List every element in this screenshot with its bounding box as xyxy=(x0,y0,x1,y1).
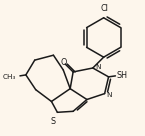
Text: Cl: Cl xyxy=(101,4,109,13)
Text: O: O xyxy=(60,58,66,67)
Text: CH₃: CH₃ xyxy=(3,74,16,80)
Text: N: N xyxy=(107,92,112,98)
Text: S: S xyxy=(51,117,56,126)
Text: SH: SH xyxy=(116,71,127,80)
Text: N: N xyxy=(95,64,100,70)
